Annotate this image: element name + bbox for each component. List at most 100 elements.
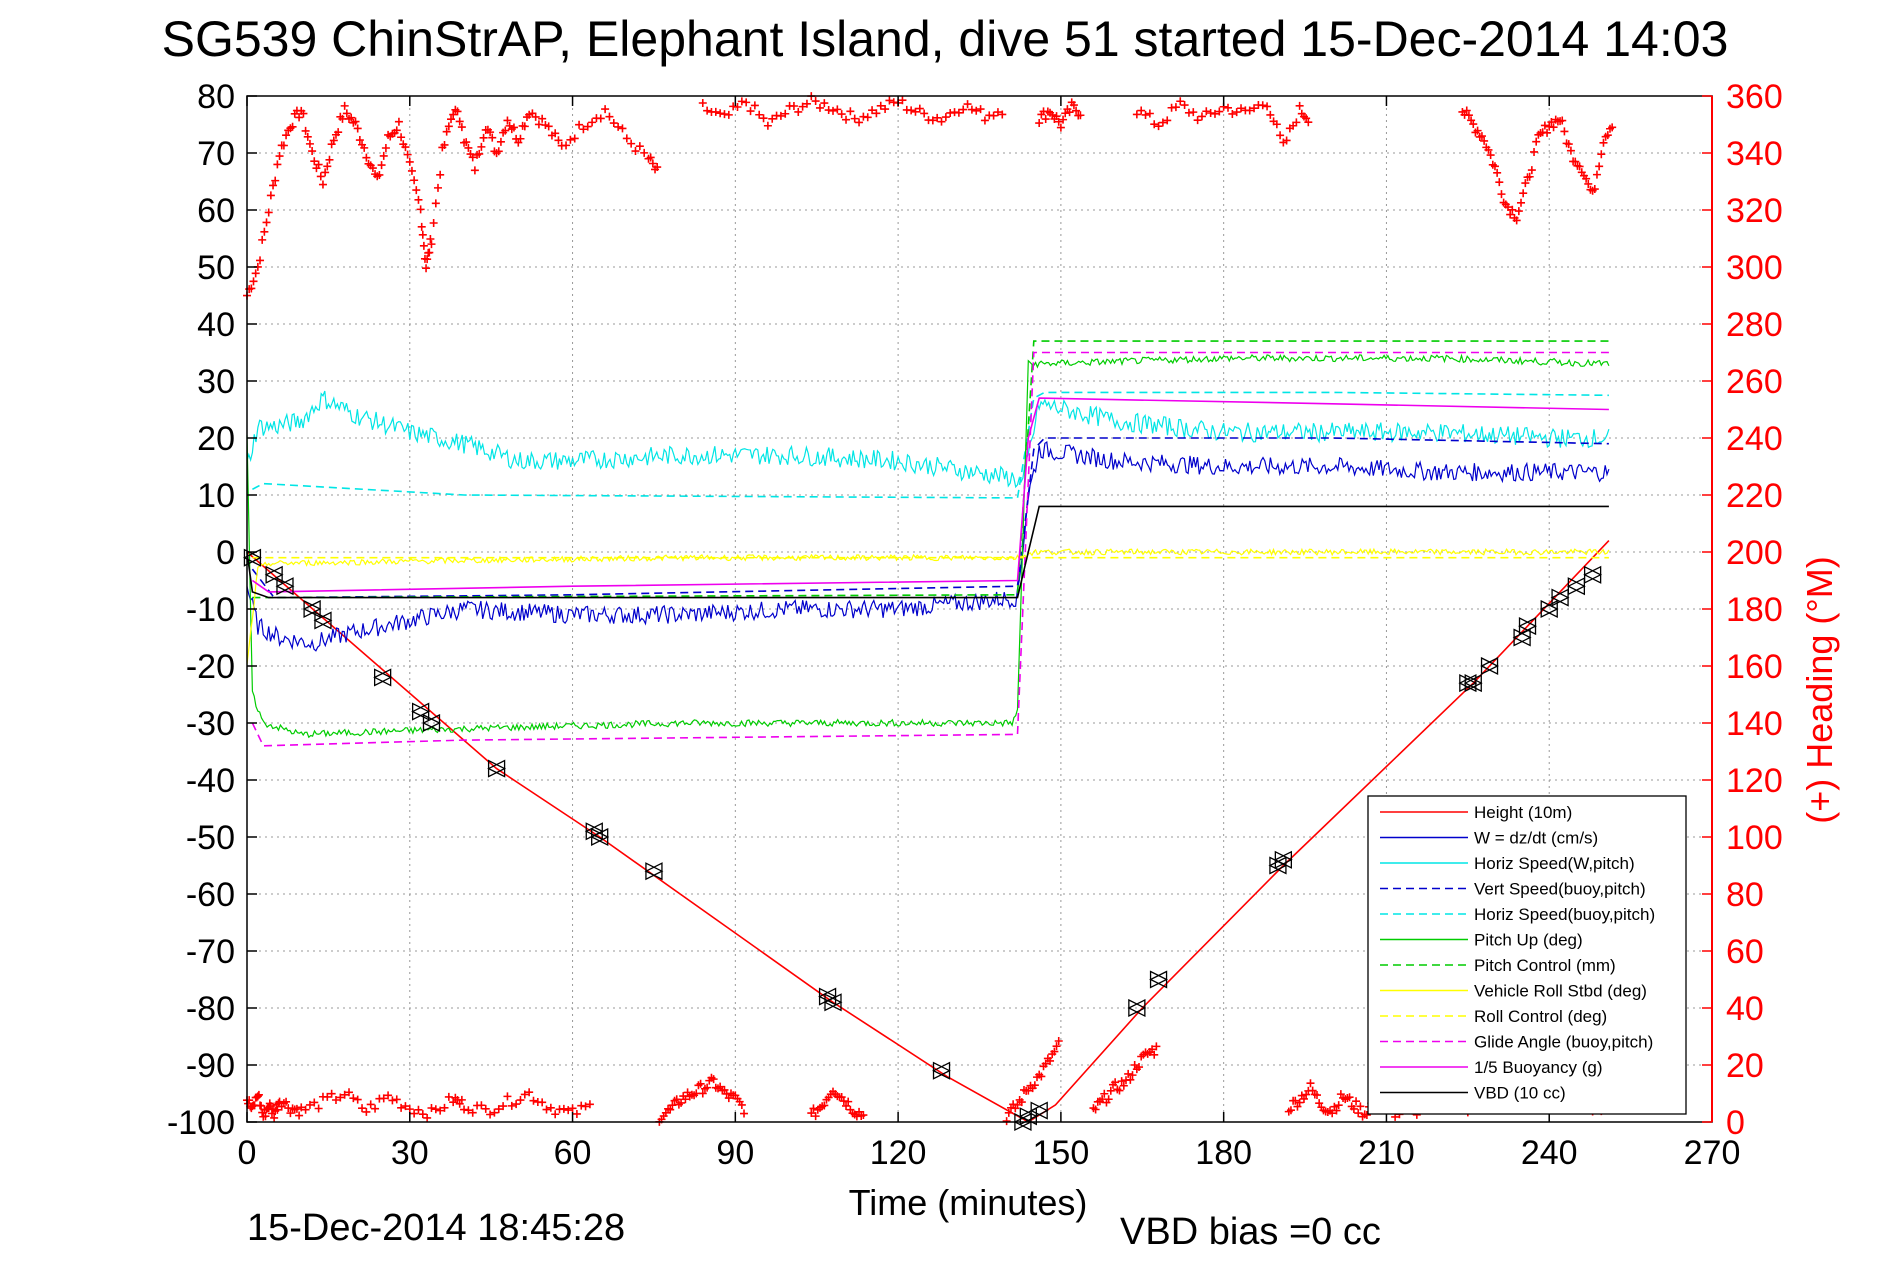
heading-point xyxy=(859,1111,868,1120)
heading-point xyxy=(381,143,390,152)
heading-point xyxy=(1013,1100,1022,1109)
heading-point xyxy=(872,109,881,118)
heading-point xyxy=(911,107,920,116)
heading-point xyxy=(303,132,312,141)
heading-point xyxy=(683,1088,692,1097)
x-tick-label: 60 xyxy=(554,1134,592,1172)
heading-point xyxy=(351,117,360,126)
heading-point xyxy=(1106,1086,1115,1095)
vbd-bias-note: VBD bias =0 cc xyxy=(1120,1211,1381,1253)
legend-label: Glide Angle (buoy,pitch) xyxy=(1474,1033,1653,1052)
y-tick-label: -60 xyxy=(186,876,235,914)
right-tick-label: 240 xyxy=(1726,420,1783,458)
heading-point xyxy=(1210,109,1219,118)
heading-point xyxy=(1345,1093,1354,1102)
heading-point xyxy=(496,137,505,146)
heading-point xyxy=(1506,210,1515,219)
heading-point xyxy=(755,110,764,119)
heading-point xyxy=(566,135,575,144)
height-markers xyxy=(242,548,1603,1132)
heading-point xyxy=(572,1109,581,1118)
heading-point xyxy=(583,122,592,131)
heading-point xyxy=(898,96,907,105)
heading-point xyxy=(1017,1098,1026,1107)
right-tick-label: 320 xyxy=(1726,192,1783,230)
heading-point xyxy=(1065,108,1074,117)
legend-label: Pitch Up (deg) xyxy=(1474,931,1583,950)
heading-point xyxy=(507,1101,516,1110)
heading-point xyxy=(1315,1099,1324,1108)
y-tick-label: 10 xyxy=(197,477,235,515)
heading-point xyxy=(542,1105,551,1114)
heading-point xyxy=(427,1104,436,1112)
heading-point xyxy=(427,240,436,249)
marker-left-triangle xyxy=(1127,998,1146,1018)
heading-point xyxy=(1462,106,1471,115)
heading-point xyxy=(264,208,273,217)
heading-point xyxy=(1558,116,1567,125)
x-tick-label: 180 xyxy=(1195,1134,1252,1172)
heading-point xyxy=(829,106,837,115)
heading-point xyxy=(1286,1106,1295,1115)
heading-point xyxy=(442,127,451,136)
heading-point xyxy=(292,1104,301,1113)
marker-left-triangle xyxy=(590,827,609,847)
heading-point xyxy=(998,110,1007,119)
heading-point xyxy=(520,1090,529,1099)
heading-point xyxy=(308,147,317,156)
heading-point xyxy=(811,97,820,106)
heading-point xyxy=(397,1103,406,1112)
heading-point xyxy=(431,1105,440,1114)
heading-point xyxy=(720,1085,729,1094)
y-tick-label: 70 xyxy=(197,135,235,173)
x-axis-ticks: 0 30 60 90 120 150 180 210 240 270 xyxy=(238,96,1740,1172)
heading-point xyxy=(392,126,401,135)
heading-point xyxy=(462,138,471,147)
heading-point xyxy=(1532,137,1541,146)
heading-point xyxy=(468,153,477,162)
heading-point xyxy=(1525,172,1534,181)
heading-point xyxy=(486,1110,495,1119)
heading-point xyxy=(1258,101,1267,110)
heading-point xyxy=(416,205,425,214)
heading-point xyxy=(417,222,426,231)
heading-point xyxy=(789,102,798,111)
heading-point xyxy=(1176,97,1185,106)
heading-point xyxy=(1495,178,1504,187)
heading-point xyxy=(1206,108,1215,117)
heading-point xyxy=(698,99,707,107)
heading-point xyxy=(1306,1079,1315,1088)
heading-point xyxy=(568,1104,577,1113)
heading-point xyxy=(1056,123,1065,132)
marker-left-triangle xyxy=(1480,656,1499,676)
heading-point xyxy=(353,1095,362,1104)
heading-point xyxy=(509,123,518,132)
heading-point xyxy=(833,105,842,114)
heading-point xyxy=(1193,116,1202,125)
heading-point xyxy=(525,1088,534,1097)
right-tick-label: 220 xyxy=(1726,477,1783,515)
heading-point xyxy=(1477,132,1486,141)
heading-point xyxy=(1595,162,1604,171)
heading-point xyxy=(347,113,356,122)
heading-point xyxy=(423,1113,432,1122)
heading-point xyxy=(327,1089,336,1098)
heading-point xyxy=(802,99,811,108)
heading-point xyxy=(976,105,985,114)
heading-point xyxy=(1291,1096,1300,1105)
heading-point xyxy=(329,136,338,145)
heading-point xyxy=(512,1100,521,1109)
heading-point xyxy=(963,100,972,109)
y-tick-label: -20 xyxy=(186,648,235,686)
heading-point xyxy=(640,148,649,157)
heading-point xyxy=(1292,118,1301,127)
heading-point xyxy=(261,1112,270,1121)
marker-left-triangle xyxy=(1273,850,1292,869)
heading-point xyxy=(475,149,484,158)
heading-point xyxy=(920,109,929,118)
heading-point xyxy=(490,1108,499,1117)
heading-point xyxy=(410,176,419,185)
heading-point xyxy=(321,168,330,177)
heading-point xyxy=(1293,1102,1302,1111)
heading-point xyxy=(379,1094,388,1103)
